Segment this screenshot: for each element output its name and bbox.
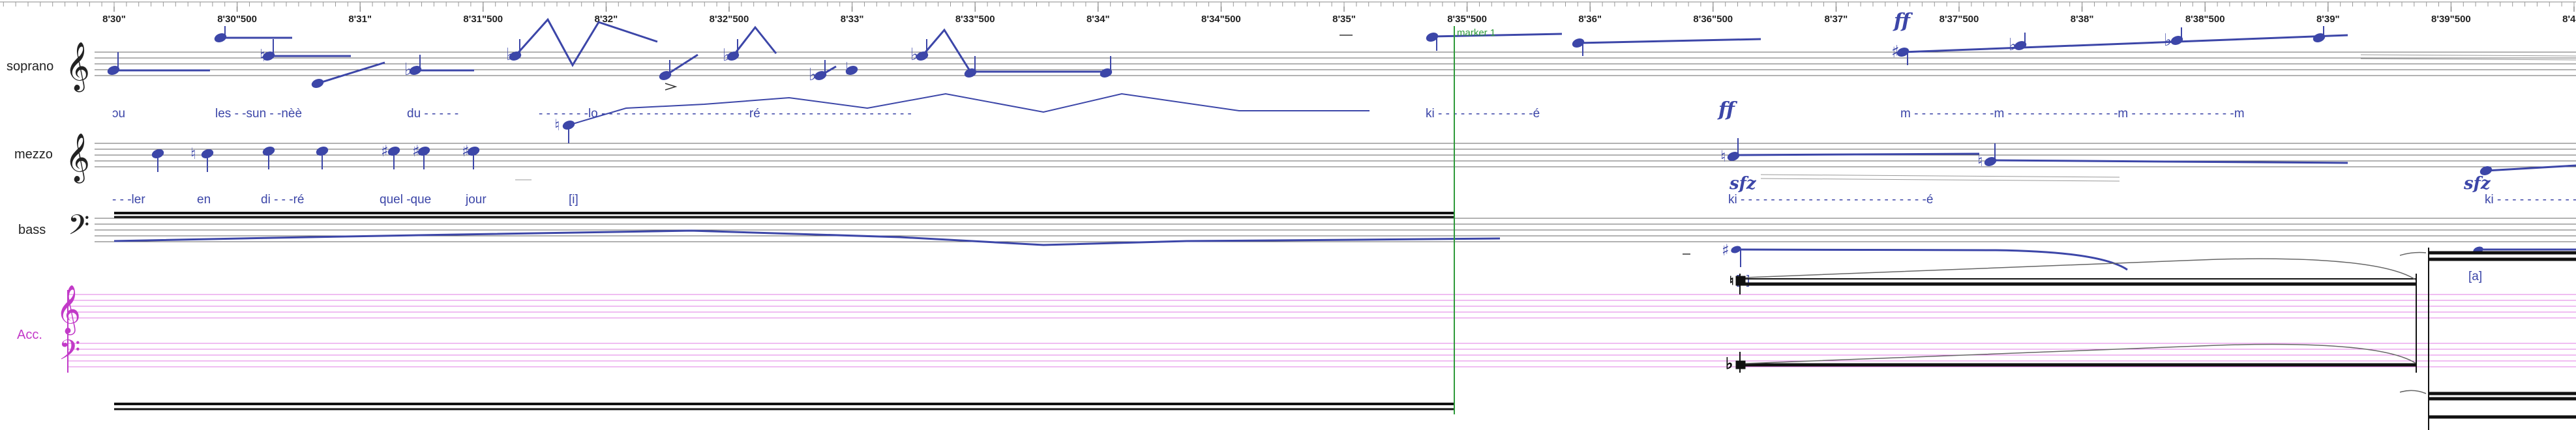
lyric: les - -sun - -nèè [215, 107, 302, 121]
ruler-tick-label: 8'37"500 [1939, 14, 1979, 25]
mezzo-tail-lines [515, 174, 2120, 182]
treble-clef-icon: 𝄞 [65, 134, 90, 184]
flat-icon: ♭ [506, 45, 514, 64]
lyric: di - - -ré [261, 193, 305, 207]
dynamic-sfz: sfz [2463, 174, 2491, 194]
soprano-stems [117, 26, 2324, 76]
ruler-tick-label: 8'39" [2316, 14, 2340, 25]
ruler-tick-label: 8'39"500 [2431, 14, 2471, 25]
ruler-tick-label: 8'33"500 [955, 14, 995, 25]
sharp-icon: ♯ [1891, 42, 1900, 62]
mezzo-accidentals: ♮ ♯ ♯ ♯ ♮ ♮ ♮ [190, 116, 1983, 170]
ruler-tick-label: 8'30"500 [217, 14, 257, 25]
dynamic-ff: ff [1893, 10, 1913, 33]
ruler-minor-ticks [3, 2, 2575, 12]
flat-icon: ♭ [809, 65, 816, 85]
flat-icon: ♭ [845, 59, 853, 79]
natural-icon: ♮ [190, 145, 196, 163]
lyric: ɔu [112, 107, 125, 121]
lyric: du - - - - - [407, 107, 458, 121]
soprano-marks [665, 35, 1353, 91]
ruler-tick-label: 8'34"500 [1201, 14, 1241, 25]
soprano-voice[interactable] [107, 18, 2348, 88]
ruler-tick-label: 8'40" [2562, 14, 2576, 25]
mezzo-voice[interactable] [151, 93, 2576, 175]
flat-icon: ♭ [2164, 31, 2172, 50]
flat-icon: ♭ [1726, 354, 1733, 373]
lyric: - - - - - - -lo - - - - - - - - - - - - … [539, 107, 912, 121]
mezzo-lyrics: - - -ler en di - - -ré quel -que jour [i… [112, 193, 2576, 283]
ruler-tick-label: 8'32"500 [710, 14, 749, 25]
lyric: m - - - - - - - - - - -m - - - - - - - -… [1900, 107, 2245, 121]
bass-clef-icon: 𝄢 [68, 209, 89, 248]
lyric: ki - - - - - - - - - - - [2485, 193, 2576, 207]
ruler-tick-label: 8'30" [102, 14, 126, 25]
natural-icon: ♮ [260, 46, 265, 66]
lyric: jour [465, 193, 487, 207]
staff-name-bass: bass [18, 223, 46, 237]
ruler-tick-label: 8'33" [841, 14, 864, 25]
natural-icon: ♮ [554, 116, 560, 134]
ruler-tick-label: 8'38"500 [2185, 14, 2225, 25]
natural-icon: ♮ [1977, 152, 1983, 170]
natural-icon: ♮ [1730, 274, 1733, 288]
lyric: ki - - - - - - - - - - - - -é [1426, 107, 1540, 121]
flat-icon: ♭ [723, 46, 730, 65]
sharp-icon: ♯ [462, 142, 470, 160]
lyric: quel -que [380, 193, 431, 207]
mezzo-stems [157, 125, 1996, 172]
sharp-icon: ♯ [381, 142, 389, 160]
ruler-tick-label: 8'35"500 [1447, 14, 1487, 25]
lyric: en [197, 193, 211, 207]
treble-clef-icon: 𝄞 [56, 285, 81, 336]
soprano-lyrics: ɔu les - -sun - -nèè du - - - - - - - - … [112, 107, 2245, 121]
timeline-ruler[interactable]: 8'30" 8'30"500 8'31" 8'31"500 8'32" 8'32"500 8… [0, 1, 2576, 25]
ruler-labels: 8'30" 8'30"500 8'31" 8'31"500 8'32" 8'32"500 8… [102, 14, 2576, 25]
staff-soprano[interactable] [95, 51, 2576, 76]
staff-bass[interactable] [95, 218, 2576, 242]
staff-acc-treble[interactable] [68, 294, 2576, 319]
ruler-tick-label: 8'35" [1332, 14, 1356, 25]
flat-icon: ♭ [910, 45, 918, 64]
ruler-tick-label: 8'34" [1086, 14, 1110, 25]
marker-1[interactable]: marker 1 [1454, 26, 1495, 414]
dynamic-sfz: sfz [1729, 174, 1757, 194]
treble-clef-icon: 𝄞 [65, 42, 90, 93]
soprano-accidentals: ♮ ♭ ♭ ♭ ♭ ♭ ♭ ♯ ♭ ♭ [260, 31, 2172, 85]
staff-acc-bass[interactable] [68, 343, 2576, 367]
ruler-tick-label: 8'31"500 [463, 14, 503, 25]
staff-name-acc: Acc. [17, 328, 42, 342]
lyric: [i] [569, 193, 578, 207]
soprano-tail-lines [2360, 54, 2576, 61]
dynamic-ff: ff [1717, 98, 1738, 121]
staff-name-soprano: soprano [7, 59, 53, 74]
bass-voice[interactable]: ♯ [a] [113, 212, 2576, 287]
staff-name-mezzo: mezzo [14, 147, 53, 162]
ruler-tick-label: 8'37" [1825, 14, 1848, 25]
staff-mezzo[interactable] [95, 143, 2576, 167]
flat-icon: ♭ [404, 60, 412, 79]
sharp-icon: ♯ [1722, 241, 1730, 259]
lyric: [a] [2468, 270, 2482, 283]
ruler-tick-label: 8'31" [348, 14, 372, 25]
marker-label: marker 1 [1457, 27, 1495, 38]
natural-icon: ♮ [1720, 147, 1726, 165]
acc-clusters[interactable]: ♭ ♮ [114, 248, 2576, 430]
sharp-icon: ♯ [412, 142, 420, 160]
ruler-tick-label: 8'38" [2071, 14, 2094, 25]
lyric: - - -ler [112, 193, 145, 207]
bass-clef-icon: 𝄢 [59, 334, 80, 373]
ruler-tick-label: 8'36"500 [1693, 14, 1733, 25]
lyric: ki - - - - - - - - - - - - - - - - - - -… [1728, 193, 1933, 207]
ruler-tick-label: 8'36" [1578, 14, 1602, 25]
flat-icon: ♭ [2009, 35, 2016, 55]
